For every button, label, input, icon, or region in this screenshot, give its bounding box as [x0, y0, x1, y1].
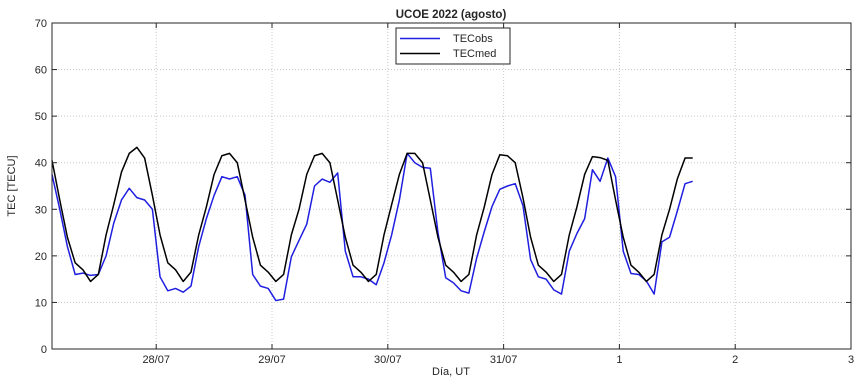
legend: TECobs TECmed [395, 27, 511, 65]
x-tick-label: 2 [732, 354, 738, 366]
x-tick-label: 3 [848, 354, 854, 366]
series-line-tecmed [51, 146, 693, 283]
y-axis-label: TEC [TECU] [6, 155, 18, 216]
legend-label-tecmed: TECmed [453, 48, 496, 60]
x-axis-label: Día, UT [432, 366, 470, 378]
y-tick-label: 30 [35, 204, 47, 216]
x-tick-label: 29/07 [258, 354, 286, 366]
y-tick-label: 50 [35, 111, 47, 123]
y-tick-label: 20 [35, 251, 47, 263]
series-line-tecobs [51, 152, 693, 302]
series-layer [51, 146, 693, 302]
legend-box [395, 27, 511, 65]
axes-frame [51, 22, 852, 350]
x-tick-label: 28/07 [142, 354, 170, 366]
plot-area [52, 23, 851, 349]
chart-title: UCOE 2022 (agosto) [396, 9, 507, 21]
x-tick-label: 30/07 [374, 354, 402, 366]
y-tick-label: 60 [35, 65, 47, 77]
x-tick-label: 1 [616, 354, 622, 366]
legend-label-tecobs: TECobs [453, 33, 493, 45]
y-tick-label: 0 [41, 344, 47, 356]
axes-layer: 0 10 20 30 40 50 60 70 28/07 29/07 30/07 31/07 1 2 3 [35, 18, 854, 366]
x-tick-label: 31/07 [490, 354, 518, 366]
grid-layer [52, 23, 851, 349]
y-tick-label: 70 [35, 18, 47, 30]
y-tick-label: 10 [35, 297, 47, 309]
y-tick-label: 40 [35, 158, 47, 170]
